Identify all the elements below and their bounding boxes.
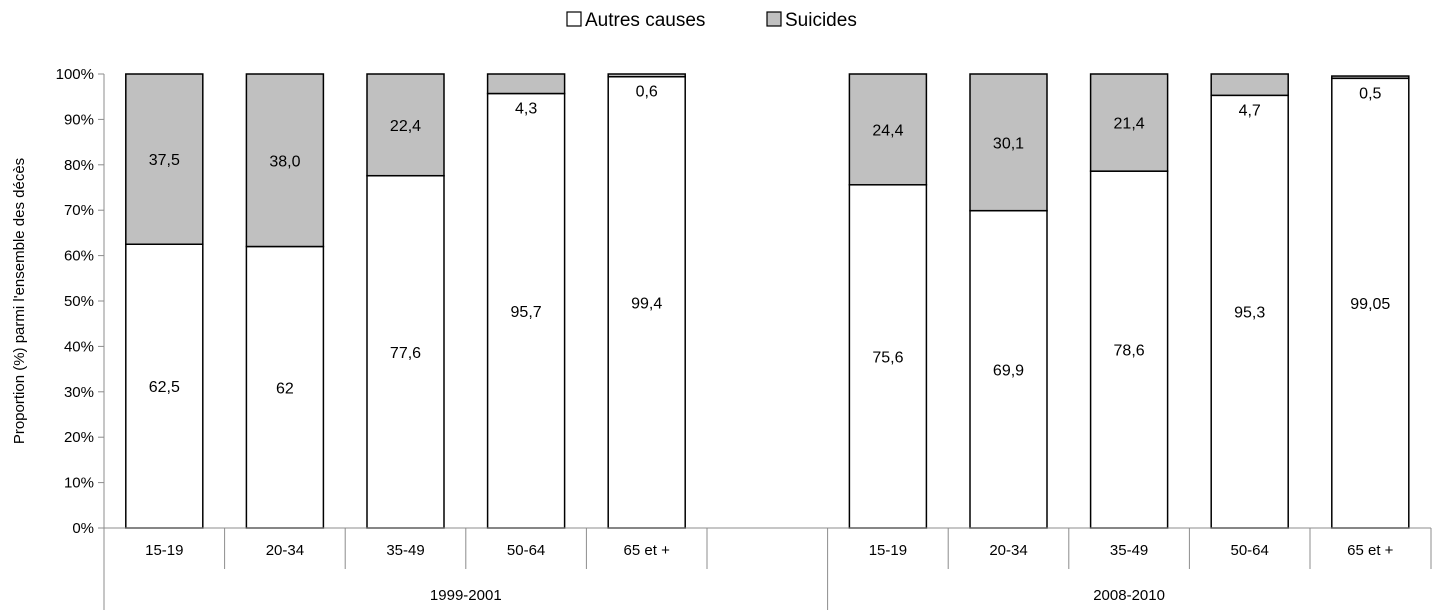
- legend-label: Autres causes: [585, 10, 705, 31]
- data-label: 4,3: [515, 101, 537, 118]
- data-label: 24,4: [872, 122, 903, 139]
- data-label: 75,6: [872, 349, 903, 366]
- bar-suicides: [1210, 73, 1289, 97]
- bar-suicides: [1331, 75, 1410, 80]
- bar-suicides: [969, 73, 1048, 212]
- bar-autres-causes: [969, 209, 1048, 529]
- category-label: 15-19: [869, 542, 907, 559]
- data-label: 95,7: [511, 304, 542, 321]
- y-tick-label: 0%: [72, 520, 94, 537]
- y-tick-label: 10%: [64, 475, 94, 492]
- bar-suicides: [486, 73, 566, 95]
- data-label: 95,3: [1234, 305, 1265, 322]
- y-tick-label: 30%: [64, 384, 94, 401]
- bar-suicides: [848, 73, 928, 186]
- data-label: 38,0: [269, 153, 300, 170]
- y-axis: 0% 10% 20% 30% 40% 50% 60% 70% 80% 90% 100% Proport…: [11, 66, 105, 537]
- bars: 62,5 37,5 62 38,0 77,6 22,4 95,7 4,3 99,4 0,6 75,6…: [125, 73, 1410, 529]
- bar-autres-causes: [1331, 77, 1410, 529]
- category-label: 20-34: [266, 542, 304, 559]
- data-label: 22,4: [390, 118, 421, 135]
- y-tick-label: 60%: [64, 248, 94, 265]
- data-label: 77,6: [390, 345, 421, 362]
- bar-autres-causes: [125, 243, 204, 529]
- y-tick-label: 40%: [64, 338, 94, 355]
- category-label: 35-49: [1110, 542, 1148, 559]
- y-tick-label: 100%: [56, 66, 94, 83]
- data-label: 0,6: [636, 84, 658, 101]
- bar-suicides: [125, 73, 204, 245]
- y-tick-label: 20%: [64, 429, 94, 446]
- category-label: 65 et +: [1347, 542, 1394, 559]
- category-label: 15-19: [145, 542, 183, 559]
- bar-suicides: [607, 73, 686, 78]
- legend-swatch: [566, 11, 582, 27]
- data-label: 62: [276, 380, 294, 397]
- legend-label: Suicides: [785, 10, 857, 31]
- data-label: 69,9: [993, 362, 1024, 379]
- y-tick-label: 50%: [64, 293, 94, 310]
- group-label: 2008-2010: [1093, 587, 1165, 604]
- data-label: 37,5: [149, 152, 180, 169]
- bar-suicides: [245, 73, 325, 248]
- category-label: 35-49: [386, 542, 424, 559]
- y-tick-label: 80%: [64, 157, 94, 174]
- data-label: 62,5: [149, 379, 180, 396]
- bar-autres-causes: [486, 92, 566, 529]
- category-label: 50-64: [1231, 542, 1269, 559]
- legend-swatch: [766, 11, 782, 27]
- x-axis: 15-19 20-34 35-49 50-64 65 et + 15-19 20-34 35-…: [103, 527, 1432, 610]
- data-label: 99,4: [631, 295, 662, 312]
- data-label: 30,1: [993, 135, 1024, 152]
- data-label: 0,5: [1359, 85, 1381, 102]
- data-label: 21,4: [1114, 116, 1145, 133]
- bar-suicides: [366, 73, 445, 177]
- y-tick-label: 90%: [64, 111, 94, 128]
- category-label: 65 et +: [624, 542, 671, 559]
- category-label: 50-64: [507, 542, 545, 559]
- data-label: 78,6: [1114, 343, 1145, 360]
- y-tick-label: 70%: [64, 202, 94, 219]
- bar-autres-causes: [607, 75, 686, 529]
- data-label: 99,05: [1350, 296, 1390, 313]
- bar-suicides: [1089, 73, 1169, 172]
- y-axis-title: Proportion (%) parmi l'ensemble des décè…: [11, 158, 28, 444]
- category-label: 20-34: [989, 542, 1027, 559]
- group-label: 1999-2001: [430, 587, 502, 604]
- data-label: 4,7: [1239, 102, 1261, 119]
- legend: Autres causes Suicides: [566, 10, 857, 31]
